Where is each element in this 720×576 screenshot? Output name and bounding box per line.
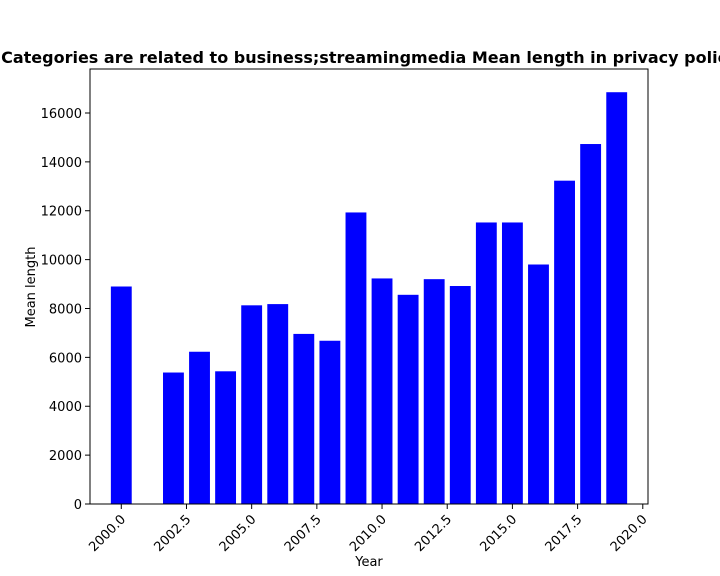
x-tick-label: 2017.5 [543, 512, 586, 555]
bar-2004 [215, 371, 237, 504]
y-tick-label: 10000 [41, 254, 82, 269]
y-tick-label: 0 [74, 498, 82, 513]
y-tick-label: 8000 [49, 302, 82, 317]
bar-2007 [293, 333, 315, 504]
x-axis-ticks: 2000.0 2002.5 2005.0 2007.5 2010.0 2012.5 2015… [86, 504, 651, 555]
x-tick-label: 2002.5 [152, 512, 195, 555]
bar-2005 [241, 305, 263, 504]
bar-2016 [528, 264, 549, 504]
bar-2009 [345, 212, 367, 504]
x-tick-label: 2020.0 [608, 512, 651, 555]
bar-2012 [423, 279, 445, 504]
bar-2017 [554, 180, 575, 504]
y-axis-label: Mean length [24, 247, 39, 328]
x-axis-label: Year [354, 555, 383, 570]
bar-2011 [397, 294, 419, 504]
y-tick-label: 2000 [49, 449, 82, 464]
bar-2000 [110, 286, 132, 504]
bar-2008 [319, 340, 341, 504]
y-tick-label: 16000 [41, 107, 82, 122]
y-tick-label: 6000 [49, 351, 82, 366]
bar-2010 [371, 278, 393, 504]
y-tick-label: 12000 [41, 205, 82, 220]
bar-2006 [267, 304, 289, 504]
bar-2014 [475, 222, 497, 504]
bar-2002 [163, 372, 184, 504]
x-tick-label: 2005.0 [217, 512, 260, 555]
plot-frame [89, 68, 649, 505]
bar-2018 [580, 144, 602, 505]
bar-2019 [606, 92, 628, 504]
x-tick-label: 2007.5 [282, 512, 325, 555]
bar-series [110, 92, 628, 505]
y-tick-label: 14000 [41, 156, 82, 171]
bar-2013 [449, 286, 471, 504]
y-tick-label: 4000 [49, 400, 82, 415]
chart-title: Categories are related to business;strea… [1, 48, 720, 67]
y-axis-ticks: 0 2000 4000 6000 8000 10000 12000 14000 16000 [41, 107, 90, 513]
bar-2015 [501, 222, 523, 504]
bar-2003 [189, 351, 210, 504]
x-tick-label: 2010.0 [347, 512, 390, 555]
x-tick-label: 2015.0 [477, 512, 520, 555]
x-tick-label: 2012.5 [412, 512, 455, 555]
x-tick-label: 2000.0 [86, 512, 129, 555]
